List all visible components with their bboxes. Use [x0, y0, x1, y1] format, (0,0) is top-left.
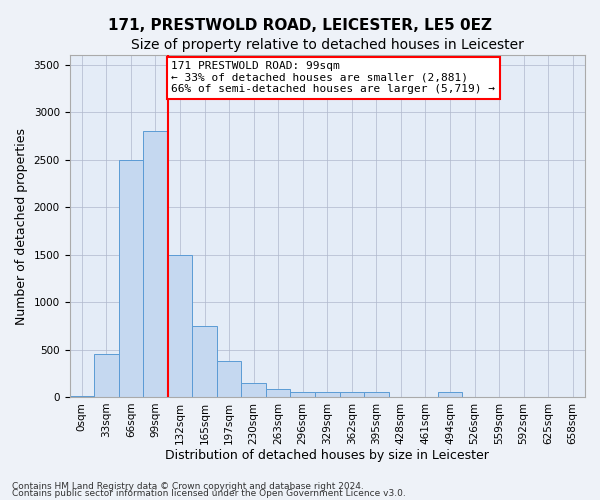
Title: Size of property relative to detached houses in Leicester: Size of property relative to detached ho… [131, 38, 524, 52]
Text: 171, PRESTWOLD ROAD, LEICESTER, LE5 0EZ: 171, PRESTWOLD ROAD, LEICESTER, LE5 0EZ [108, 18, 492, 32]
Bar [192, 326, 217, 397]
Bar [94, 354, 119, 397]
Text: Contains public sector information licensed under the Open Government Licence v3: Contains public sector information licen… [12, 490, 406, 498]
Bar [438, 392, 462, 397]
X-axis label: Distribution of detached houses by size in Leicester: Distribution of detached houses by size … [166, 450, 489, 462]
Bar [290, 392, 315, 397]
Bar [315, 392, 340, 397]
Bar [217, 362, 241, 397]
Bar [143, 132, 168, 397]
Text: 171 PRESTWOLD ROAD: 99sqm
← 33% of detached houses are smaller (2,881)
66% of se: 171 PRESTWOLD ROAD: 99sqm ← 33% of detac… [172, 61, 496, 94]
Bar [340, 392, 364, 397]
Bar [119, 160, 143, 397]
Bar [364, 392, 389, 397]
Text: Contains HM Land Registry data © Crown copyright and database right 2024.: Contains HM Land Registry data © Crown c… [12, 482, 364, 491]
Bar [241, 383, 266, 397]
Bar [168, 254, 192, 397]
Bar [266, 390, 290, 397]
Y-axis label: Number of detached properties: Number of detached properties [15, 128, 28, 324]
